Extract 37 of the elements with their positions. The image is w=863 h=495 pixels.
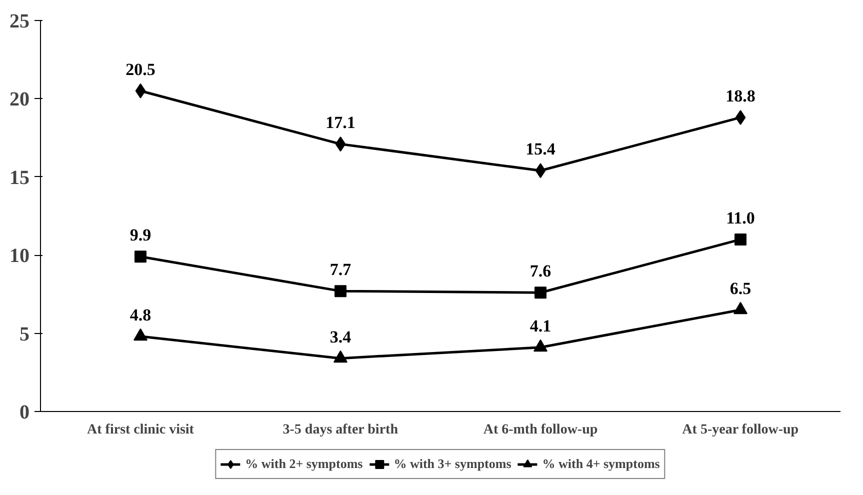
point <box>334 285 346 298</box>
point <box>335 136 346 152</box>
data-label: 4.1 <box>530 316 552 336</box>
point <box>735 110 746 125</box>
y-tick-label: 15 <box>10 166 30 189</box>
data-label: 20.5 <box>126 60 156 79</box>
point <box>135 83 146 98</box>
data-label: 9.9 <box>130 226 152 245</box>
point <box>734 233 746 246</box>
data-label: 15.4 <box>526 140 556 159</box>
point <box>334 350 348 363</box>
data-label: 18.8 <box>726 86 756 106</box>
legend-label: % with 2+ symptoms <box>245 456 363 472</box>
point <box>734 302 748 314</box>
data-label: 6.5 <box>730 278 752 298</box>
point <box>535 163 546 178</box>
y-tick-label: 20 <box>10 88 30 111</box>
y-tick-label: 0 <box>20 402 30 424</box>
point <box>534 286 546 299</box>
data-label: 11.0 <box>726 208 755 228</box>
x-tick-label: At first clinic visit <box>87 422 194 438</box>
data-label: 4.8 <box>130 305 152 324</box>
data-label: 7.7 <box>330 260 352 280</box>
data-label: 17.1 <box>326 113 356 132</box>
x-tick-label: At 6-mth follow-up <box>483 422 598 438</box>
y-tick-label: 25 <box>10 10 30 32</box>
point <box>534 339 548 352</box>
data-label: 3.4 <box>330 327 352 346</box>
legend-label: % with 4+ symptoms <box>542 456 660 472</box>
point <box>134 328 148 341</box>
legend-label: % with 3+ symptoms <box>394 456 512 472</box>
y-tick-label: 10 <box>10 245 30 268</box>
x-tick-label: At 5-year follow-up <box>682 422 799 438</box>
point <box>134 250 146 263</box>
y-tick-label: 5 <box>20 323 30 346</box>
x-tick-label: 3-5 days after birth <box>282 422 398 438</box>
data-label: 7.6 <box>530 262 552 281</box>
